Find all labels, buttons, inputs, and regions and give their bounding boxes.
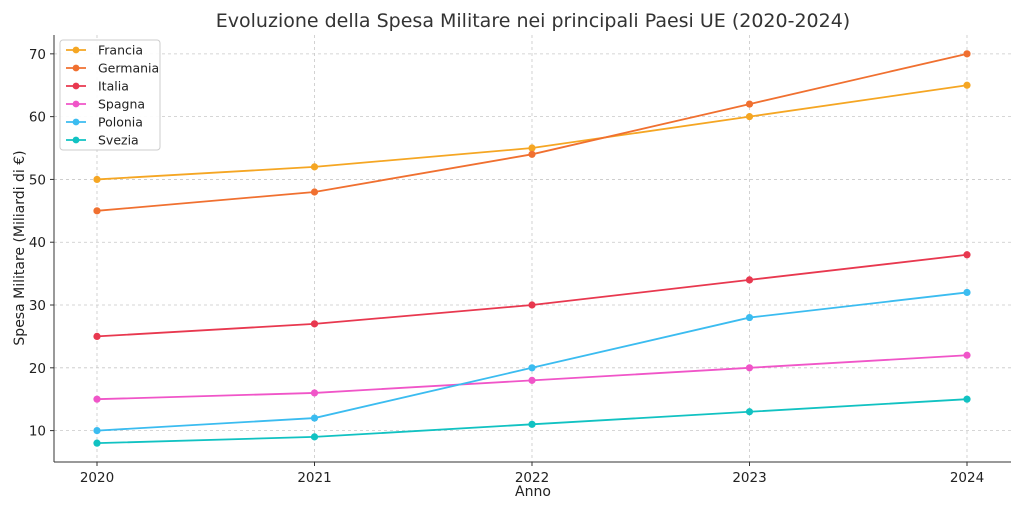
series-germania [93,50,971,215]
data-point-svezia-2022 [528,420,536,428]
data-point-svezia-2021 [310,433,319,441]
legend-entry: Spagna [66,97,145,112]
y-tick-label: 10 [29,424,46,440]
y-tick-label: 40 [29,235,46,251]
legend-swatch-marker [72,136,80,144]
axes: 10 20 30 40 50 60 70 2020 2021 2022 2023 2024 [29,35,1011,486]
data-point-svezia-2024 [963,395,971,403]
data-point-spagna-2022 [528,376,536,384]
data-point-italia-2023 [745,276,754,284]
legend-swatch-marker [72,118,80,126]
legend-swatch-marker [72,82,80,90]
data-point-italia-2021 [310,320,319,328]
legend-swatch-marker [72,46,80,54]
x-tick-label: 2022 [515,470,549,486]
x-tick-label: 2024 [950,470,984,486]
data-point-polonia-2021 [310,414,319,422]
legend-label: Germania [98,61,159,76]
legend-label: Spagna [98,97,145,112]
x-tick-label: 2020 [80,470,114,486]
data-point-italia-2020 [93,332,101,341]
legend-entry: Svezia [66,133,139,148]
data-point-spagna-2021 [310,389,319,397]
series-italia [93,251,971,341]
legend-label: Polonia [98,115,143,130]
x-axis-label: Anno [515,484,551,500]
data-point-svezia-2023 [745,408,754,416]
data-point-germania-2024 [963,50,971,58]
data-point-germania-2023 [745,100,754,108]
legend-label: Svezia [98,133,139,148]
y-tick-label: 70 [29,47,46,63]
data-point-germania-2022 [528,150,536,158]
legend-swatch-marker [72,100,80,108]
series-group [93,50,971,447]
data-point-polonia-2022 [528,364,536,372]
legend-entry: Francia [66,43,143,58]
legend-entry: Polonia [66,115,143,130]
data-point-svezia-2020 [93,439,101,447]
data-point-polonia-2020 [93,427,101,435]
data-point-germania-2021 [310,188,319,196]
series-svezia [93,395,971,447]
data-point-francia-2023 [745,113,754,121]
legend-label: Francia [98,43,143,58]
legend-label: Italia [98,79,129,94]
series-polonia [93,288,971,435]
data-point-italia-2024 [963,251,971,259]
data-point-francia-2024 [963,81,971,89]
series-spagna [93,351,971,403]
y-tick-label: 60 [29,110,46,126]
data-point-spagna-2024 [963,351,971,359]
legend-entry: Italia [66,79,129,94]
x-tick-label: 2023 [732,470,766,486]
chart-title: Evoluzione della Spesa Militare nei prin… [216,10,850,32]
data-point-spagna-2020 [93,395,101,403]
y-tick-label: 50 [29,172,46,188]
data-point-spagna-2023 [745,364,754,372]
y-axis-label: Spesa Militare (Miliardi di €) [12,150,28,345]
x-tick-label: 2021 [297,470,331,486]
data-point-polonia-2024 [963,288,971,297]
data-point-germania-2020 [93,207,101,215]
y-tick-label: 20 [29,361,46,377]
data-point-italia-2022 [528,301,536,309]
y-tick-label: 30 [29,298,46,314]
data-point-polonia-2023 [745,313,754,322]
legend-swatch-marker [72,64,80,72]
data-point-francia-2021 [310,163,319,171]
data-point-francia-2020 [93,175,101,184]
legend: Francia Germania Italia Spagna Polonia Svezia [59,39,161,151]
legend-entry: Germania [66,61,159,76]
data-point-francia-2022 [528,144,536,152]
series-francia [93,81,971,184]
